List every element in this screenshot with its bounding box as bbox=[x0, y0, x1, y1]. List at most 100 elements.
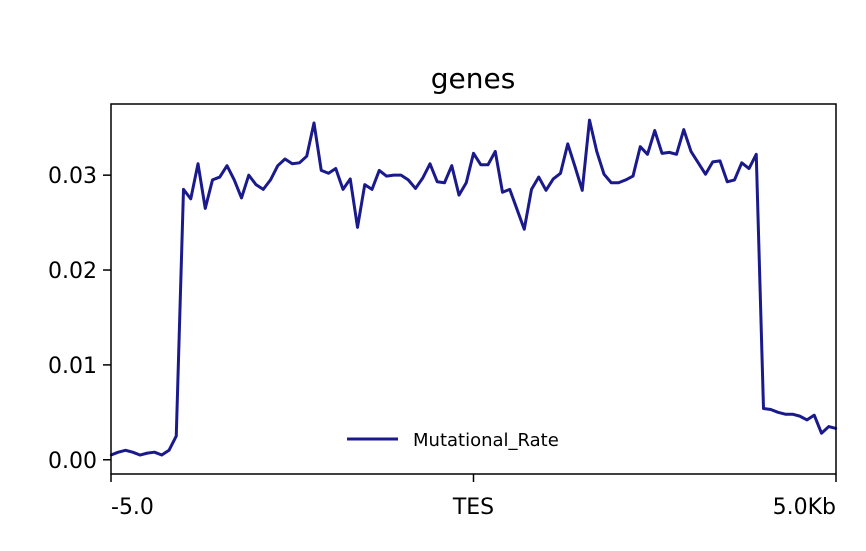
y-tick-label: 0.03 bbox=[48, 164, 97, 189]
data-point bbox=[784, 413, 787, 416]
data-point bbox=[341, 188, 345, 191]
data-point bbox=[117, 450, 120, 454]
x-tick-label: 5.0Kb bbox=[773, 495, 836, 520]
chart-title: genes bbox=[431, 62, 516, 95]
data-point bbox=[631, 174, 635, 178]
data-point bbox=[182, 188, 185, 191]
data-point bbox=[450, 164, 453, 167]
data-point bbox=[740, 161, 743, 165]
data-point bbox=[769, 408, 772, 411]
data-point bbox=[617, 181, 620, 184]
data-point bbox=[146, 451, 149, 455]
series-layer bbox=[109, 118, 838, 457]
data-point bbox=[283, 157, 287, 161]
data-point bbox=[262, 188, 265, 191]
data-point bbox=[552, 177, 555, 181]
data-point bbox=[762, 407, 765, 410]
series-line bbox=[110, 118, 837, 457]
data-point bbox=[225, 164, 229, 167]
data-point bbox=[798, 414, 801, 418]
legend: Mutational_Rate bbox=[347, 430, 559, 451]
y-tick-label: 0.00 bbox=[48, 449, 97, 474]
data-point bbox=[639, 145, 642, 148]
data-point bbox=[211, 178, 214, 182]
data-point bbox=[233, 178, 236, 182]
data-point bbox=[704, 173, 707, 176]
data-point bbox=[602, 173, 606, 176]
data-point bbox=[291, 162, 294, 165]
data-point bbox=[131, 450, 134, 454]
data-point bbox=[218, 175, 221, 179]
data-point bbox=[189, 197, 192, 201]
data-point bbox=[247, 173, 250, 177]
data-point bbox=[153, 450, 156, 454]
data-point bbox=[160, 453, 163, 457]
data-point bbox=[196, 162, 200, 165]
data-point bbox=[813, 413, 816, 417]
x-axis: -5.0 TES 5.0Kb bbox=[110, 474, 837, 520]
data-point bbox=[370, 188, 374, 191]
data-point bbox=[457, 193, 461, 197]
data-point bbox=[269, 178, 272, 182]
y-tick-label: 0.01 bbox=[48, 354, 97, 379]
y-axis: 0.00 0.01 0.02 0.03 bbox=[48, 164, 111, 474]
data-point bbox=[479, 163, 482, 166]
data-point bbox=[465, 181, 468, 184]
data-point bbox=[167, 449, 171, 452]
data-point bbox=[682, 128, 685, 131]
data-point bbox=[327, 172, 330, 175]
data-point bbox=[320, 169, 323, 172]
data-point bbox=[820, 432, 823, 435]
data-point bbox=[378, 169, 381, 172]
data-point bbox=[646, 153, 649, 156]
data-point bbox=[595, 150, 598, 153]
data-point bbox=[544, 189, 548, 192]
data-point bbox=[559, 172, 562, 175]
data-point bbox=[443, 181, 446, 184]
data-point bbox=[363, 183, 366, 186]
data-point bbox=[312, 121, 316, 125]
data-point bbox=[697, 161, 700, 165]
data-point bbox=[588, 118, 591, 122]
data-point bbox=[747, 167, 751, 170]
data-point bbox=[276, 164, 279, 167]
data-point bbox=[566, 142, 569, 146]
data-point bbox=[537, 175, 540, 179]
data-point bbox=[124, 449, 127, 452]
data-point bbox=[494, 150, 497, 153]
x-tick-label: TES bbox=[452, 495, 494, 520]
data-point bbox=[523, 228, 526, 231]
data-point bbox=[305, 154, 308, 158]
data-point bbox=[392, 173, 395, 177]
data-point bbox=[624, 178, 627, 182]
data-point bbox=[254, 183, 258, 186]
data-point bbox=[175, 434, 178, 438]
data-point bbox=[791, 413, 794, 416]
data-point bbox=[399, 173, 403, 177]
data-point bbox=[407, 178, 410, 182]
data-point bbox=[530, 188, 533, 191]
data-point bbox=[718, 159, 722, 163]
y-tick-label: 0.02 bbox=[48, 259, 97, 284]
data-point bbox=[204, 207, 207, 210]
data-point bbox=[653, 129, 656, 132]
data-point bbox=[436, 180, 439, 183]
x-tick-label: -5.0 bbox=[111, 495, 154, 520]
data-point bbox=[726, 180, 729, 183]
data-point bbox=[138, 453, 142, 457]
data-point bbox=[573, 165, 577, 168]
data-point bbox=[755, 153, 758, 156]
data-point bbox=[827, 425, 830, 428]
legend-label: Mutational_Rate bbox=[413, 430, 559, 451]
data-point bbox=[356, 226, 359, 229]
data-point bbox=[689, 150, 693, 153]
data-point bbox=[508, 188, 511, 191]
data-point bbox=[486, 163, 490, 166]
data-point bbox=[675, 153, 678, 156]
data-point bbox=[385, 174, 388, 178]
data-point bbox=[334, 167, 337, 170]
data-point bbox=[610, 181, 613, 184]
data-point bbox=[515, 208, 519, 211]
data-point bbox=[660, 152, 664, 155]
